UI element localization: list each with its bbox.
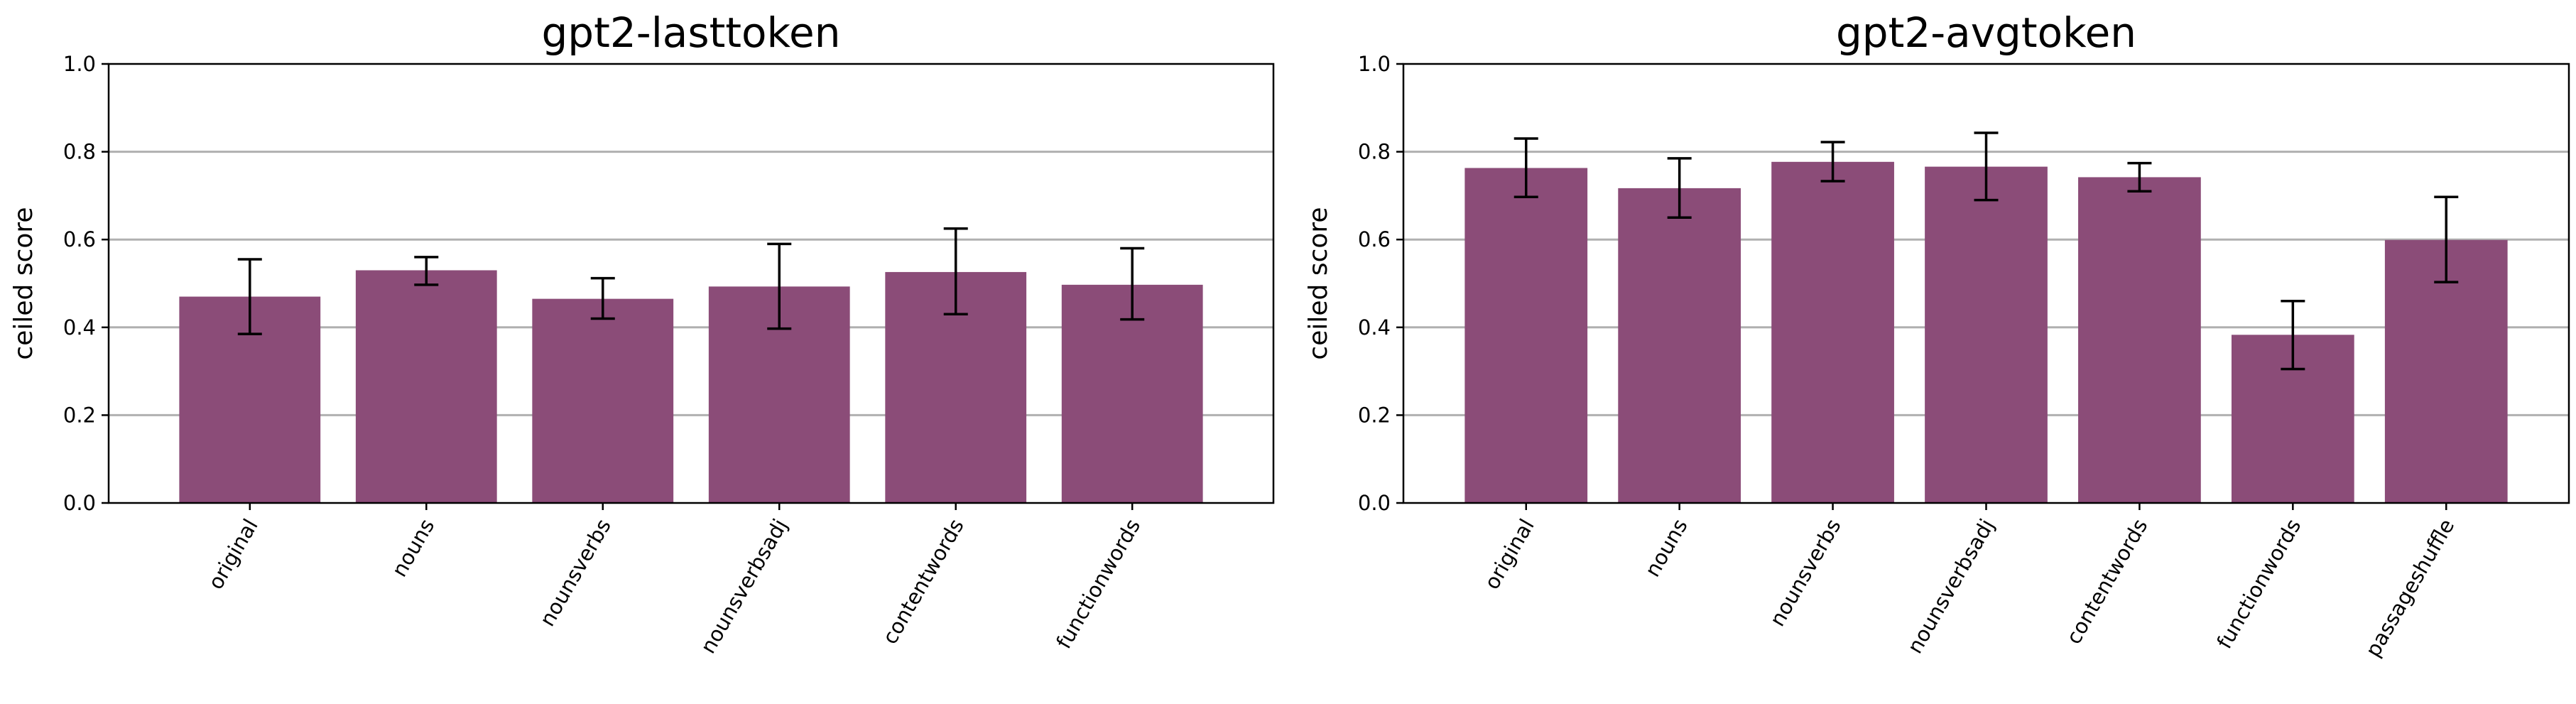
y-tick-label: 1.0 xyxy=(1358,52,1391,76)
bar-nouns xyxy=(355,270,497,503)
chart-title: gpt2-avgtoken xyxy=(1836,9,2136,57)
bar-contentwords xyxy=(2078,177,2201,503)
y-tick-label: 0.2 xyxy=(63,403,96,427)
chart-title: gpt2-lasttoken xyxy=(541,9,840,57)
y-tick-label: 0.4 xyxy=(1358,315,1391,340)
y-tick-label: 0.2 xyxy=(1358,403,1391,427)
chart-panel-avgtoken: 0.0 0.2 0.4 0.6 0.8 1.0 original nouns nounsverb… xyxy=(1304,9,2570,661)
chart-panel-lasttoken: 0.0 0.2 0.4 0.6 0.8 1.0 original nouns nounsverb… xyxy=(9,9,1275,658)
bar-nounsverbs xyxy=(1771,161,1894,503)
x-tick-label-original: original xyxy=(1479,515,1539,594)
bar-original xyxy=(1464,168,1588,503)
y-tick-label: 0.0 xyxy=(1358,491,1391,515)
x-tick-label-nounsverbsadj: nounsverbsadj xyxy=(696,515,793,658)
y-tick-label: 0.0 xyxy=(63,491,96,515)
y-axis-label: ceiled score xyxy=(9,207,38,359)
y-tick-label: 0.8 xyxy=(1358,140,1391,164)
bar-passageshuffle xyxy=(2384,239,2508,503)
x-tick-label-passageshuffle: passageshuffle xyxy=(2361,515,2460,661)
y-tick-label: 1.0 xyxy=(63,52,96,76)
x-tick-label-original: original xyxy=(203,515,263,594)
x-tick-label-nounsverbsadj: nounsverbsadj xyxy=(1903,515,1999,658)
y-axis-label: ceiled score xyxy=(1304,207,1333,359)
bar-nouns xyxy=(1618,188,1741,503)
y-tick-label: 0.6 xyxy=(63,227,96,251)
x-tick-label-nounsverbs: nounsverbs xyxy=(535,515,616,631)
bar-nounsverbsadj xyxy=(1925,166,2048,503)
bar-nounsverbs xyxy=(532,298,674,503)
bar-functionwords xyxy=(1061,284,1203,503)
x-tick-label-functionwords: functionwords xyxy=(1051,515,1145,653)
x-tick-label-contentwords: contentwords xyxy=(2061,515,2152,649)
axes-frame xyxy=(107,63,1275,504)
x-tick-label-contentwords: contentwords xyxy=(878,515,969,649)
x-tick-label-nouns: nouns xyxy=(387,515,439,581)
y-tick-label: 0.8 xyxy=(63,140,96,164)
x-tick-label-nouns: nouns xyxy=(1640,515,1692,581)
y-tick-label: 0.6 xyxy=(1358,227,1391,251)
x-tick-label-functionwords: functionwords xyxy=(2212,515,2306,653)
y-tick-label: 0.4 xyxy=(63,315,96,340)
x-tick-label-nounsverbs: nounsverbs xyxy=(1765,515,1846,631)
